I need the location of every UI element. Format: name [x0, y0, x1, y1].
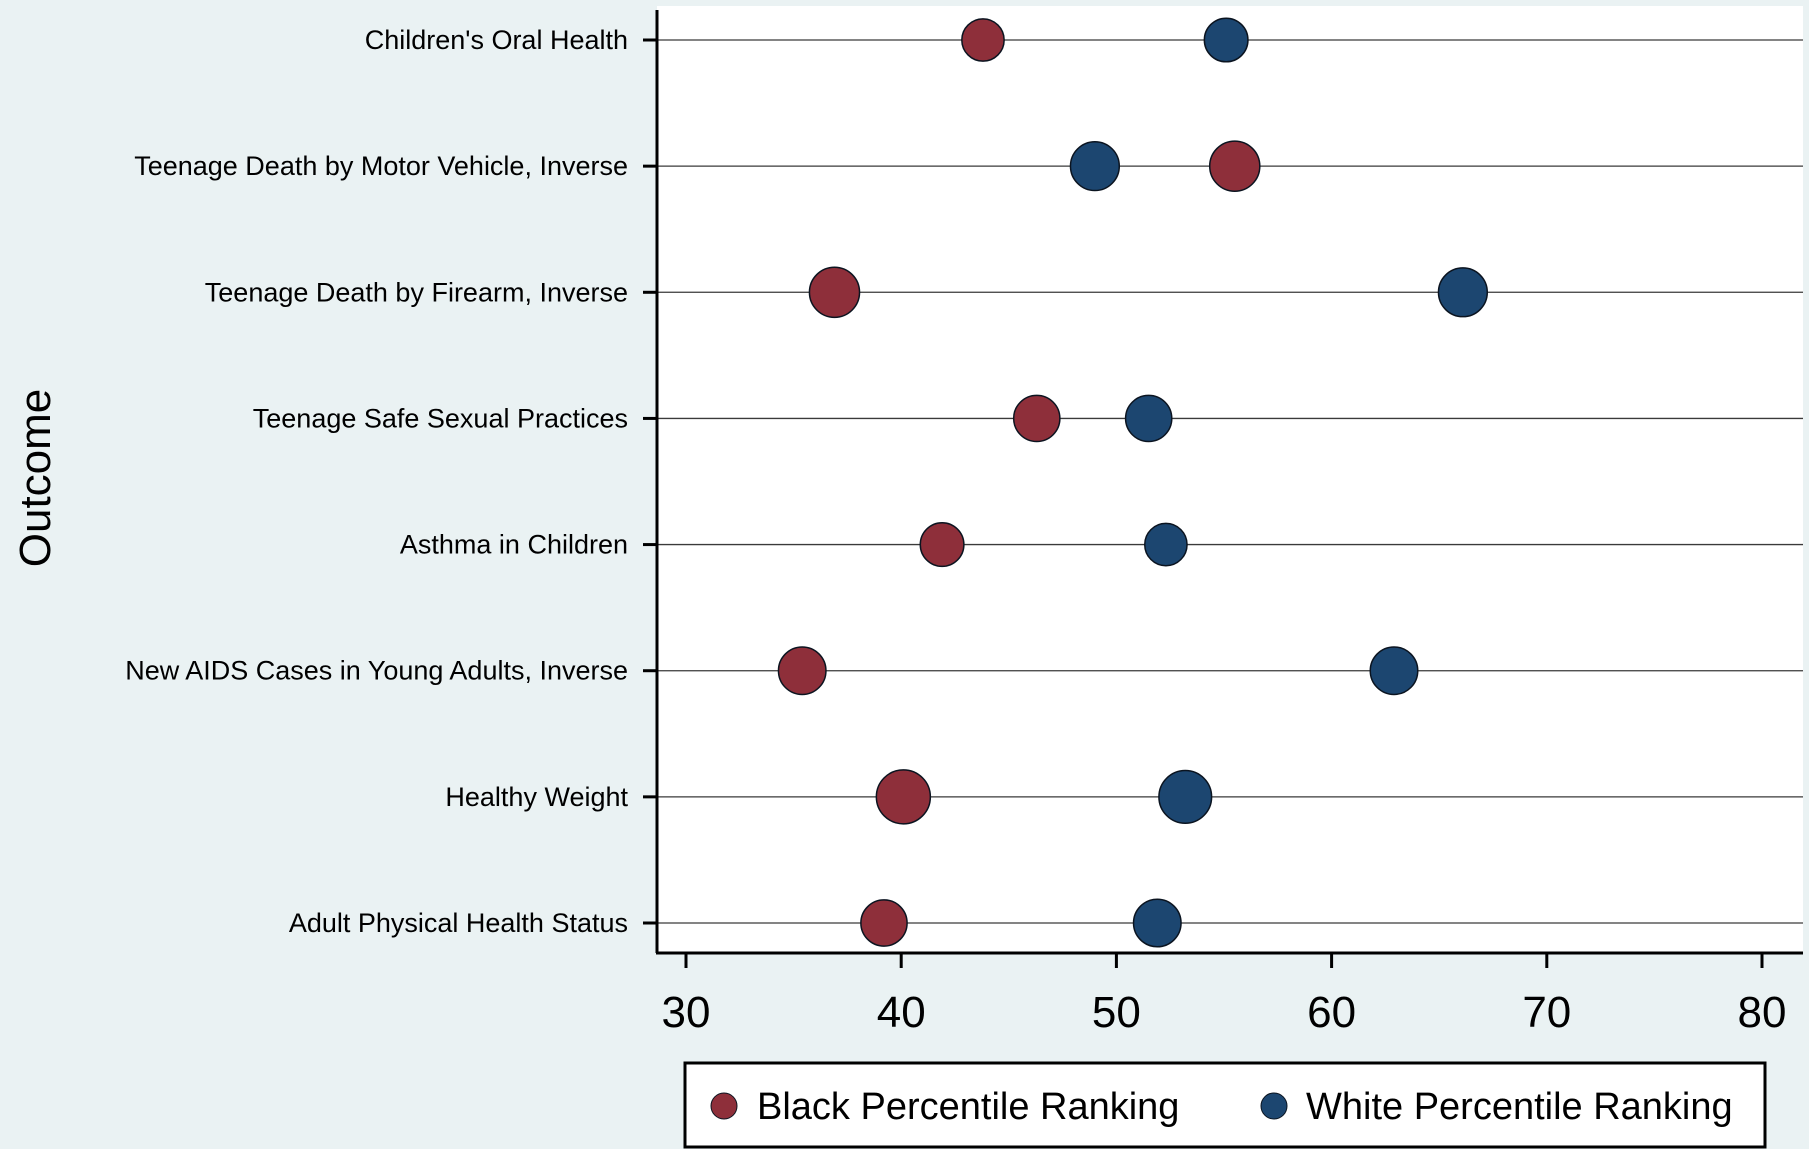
black-percentile-marker [875, 769, 932, 825]
x-tick-label: 40 [877, 988, 926, 1037]
black-percentile-marker [919, 522, 965, 568]
legend-box [683, 1061, 1767, 1149]
y-axis-title: Outcome [11, 389, 60, 568]
y-tick-label: Asthma in Children [400, 530, 628, 560]
white-percentile-marker [1203, 17, 1249, 63]
y-tick-label: Healthy Weight [445, 782, 628, 812]
y-tick-label: Teenage Death by Firearm, Inverse [205, 277, 628, 307]
black-percentile-marker [860, 899, 908, 947]
x-tick-label: 60 [1307, 988, 1356, 1037]
white-percentile-marker [1132, 898, 1182, 948]
white-percentile-marker [1143, 522, 1188, 567]
x-axis: 30 40 50 60 70 80 [656, 951, 1803, 1037]
x-tick-label: 80 [1738, 988, 1787, 1037]
white-percentile-marker [1069, 140, 1121, 192]
x-tick-label: 30 [662, 988, 711, 1037]
black-percentile-marker [961, 18, 1005, 62]
white-percentile-marker [1437, 267, 1489, 318]
data-markers [777, 17, 1489, 948]
x-tick-label: 50 [1092, 988, 1141, 1037]
y-tick-label: Teenage Death by Motor Vehicle, Inverse [134, 151, 628, 181]
legend: Black Percentile Ranking White Percentil… [683, 1061, 1767, 1149]
legend-marker-white [1260, 1092, 1288, 1120]
legend-label-black: Black Percentile Ranking [757, 1086, 1179, 1128]
black-percentile-marker [777, 646, 827, 696]
y-tick-label: Adult Physical Health Status [289, 908, 628, 938]
white-percentile-marker [1369, 646, 1419, 696]
white-percentile-marker [1158, 769, 1213, 824]
black-percentile-marker [1012, 394, 1061, 443]
legend-marker-black [710, 1092, 738, 1120]
white-percentile-marker [1124, 394, 1173, 443]
black-percentile-marker [1208, 140, 1261, 192]
x-tick-label: 70 [1522, 988, 1571, 1037]
y-tick-label: Children's Oral Health [365, 25, 628, 55]
y-tick-label: New AIDS Cases in Young Adults, Inverse [125, 656, 628, 686]
y-tick-label: Teenage Safe Sexual Practices [253, 403, 628, 433]
legend-label-white: White Percentile Ranking [1306, 1086, 1733, 1128]
y-axis: Children's Oral Health Teenage Death by M… [125, 10, 659, 953]
black-percentile-marker [808, 266, 861, 319]
